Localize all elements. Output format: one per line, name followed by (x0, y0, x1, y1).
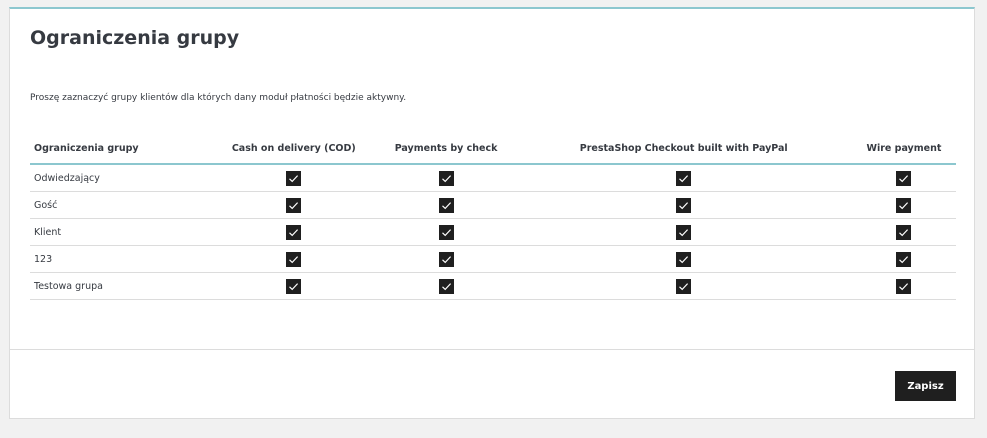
checkbox[interactable] (896, 251, 912, 267)
checkbox-cell (211, 218, 377, 246)
checkbox-cell (851, 191, 956, 219)
checkmark-icon (679, 201, 689, 209)
table-row: Klient (30, 218, 956, 246)
checkbox[interactable] (676, 170, 692, 186)
checkbox-cell (376, 191, 516, 219)
header-cod: Cash on delivery (COD) (211, 119, 377, 165)
checkbox[interactable] (896, 197, 912, 213)
checkbox-cell (851, 245, 956, 273)
table-row: 123 (30, 245, 956, 273)
checkmark-icon (289, 174, 299, 182)
checkmark-icon (289, 201, 299, 209)
checkmark-icon (899, 282, 909, 290)
group-name: 123 (30, 245, 211, 273)
group-name: Klient (30, 218, 211, 246)
checkbox-cell (376, 164, 516, 192)
checkbox[interactable] (286, 251, 302, 267)
checkmark-icon (899, 255, 909, 263)
checkmark-icon (899, 174, 909, 182)
group-name: Gość (30, 191, 211, 219)
checkbox[interactable] (286, 224, 302, 240)
table-row: Testowa grupa (30, 272, 956, 300)
checkbox[interactable] (438, 278, 454, 294)
checkmark-icon (679, 255, 689, 263)
checkmark-icon (679, 174, 689, 182)
checkmark-icon (441, 282, 451, 290)
checkbox-cell (851, 218, 956, 246)
checkbox-cell (851, 164, 956, 192)
group-name: Odwiedzający (30, 164, 211, 192)
checkbox-cell (376, 245, 516, 273)
checkmark-icon (289, 255, 299, 263)
checkmark-icon (441, 174, 451, 182)
checkmark-icon (289, 228, 299, 236)
checkmark-icon (899, 201, 909, 209)
panel-footer (10, 349, 974, 350)
checkbox[interactable] (286, 278, 302, 294)
checkbox[interactable] (896, 278, 912, 294)
panel-title: Ograniczenia grupy (30, 27, 240, 49)
checkmark-icon (441, 228, 451, 236)
checkbox[interactable] (676, 224, 692, 240)
checkbox[interactable] (438, 197, 454, 213)
checkbox[interactable] (438, 170, 454, 186)
table-row: Gość (30, 191, 956, 219)
checkbox[interactable] (676, 197, 692, 213)
checkbox-cell (515, 272, 852, 300)
checkbox-cell (376, 272, 516, 300)
checkbox[interactable] (676, 251, 692, 267)
checkbox-cell (515, 245, 852, 273)
checkmark-icon (441, 201, 451, 209)
checkbox[interactable] (896, 224, 912, 240)
group-restrictions-table: Ograniczenia grupy Cash on delivery (COD… (30, 119, 956, 300)
checkbox-cell (515, 164, 852, 192)
group-name: Testowa grupa (30, 272, 211, 300)
checkmark-icon (441, 255, 451, 263)
checkbox-cell (376, 218, 516, 246)
checkbox[interactable] (896, 170, 912, 186)
checkmark-icon (289, 282, 299, 290)
checkbox[interactable] (676, 278, 692, 294)
checkbox[interactable] (438, 251, 454, 267)
checkbox-cell (851, 272, 956, 300)
table-header-row: Ograniczenia grupy Cash on delivery (COD… (30, 119, 956, 165)
header-check: Payments by check (376, 119, 516, 165)
checkmark-icon (679, 282, 689, 290)
table-row: Odwiedzający (30, 164, 956, 192)
header-group: Ograniczenia grupy (30, 119, 211, 165)
panel-description: Proszę zaznaczyć grupy klientów dla któr… (30, 93, 407, 103)
checkmark-icon (899, 228, 909, 236)
header-prestashop-checkout: PrestaShop Checkout built with PayPal (515, 119, 852, 165)
checkbox[interactable] (286, 170, 302, 186)
checkbox-cell (515, 218, 852, 246)
group-restrictions-panel: Ograniczenia grupy Proszę zaznaczyć grup… (9, 7, 975, 419)
checkmark-icon (679, 228, 689, 236)
checkbox-cell (211, 191, 377, 219)
checkbox-cell (211, 245, 377, 273)
checkbox-cell (515, 191, 852, 219)
checkbox-cell (211, 272, 377, 300)
checkbox-cell (211, 164, 377, 192)
header-wire: Wire payment (851, 119, 956, 165)
checkbox[interactable] (438, 224, 454, 240)
checkbox[interactable] (286, 197, 302, 213)
save-button[interactable]: Zapisz (895, 371, 956, 401)
